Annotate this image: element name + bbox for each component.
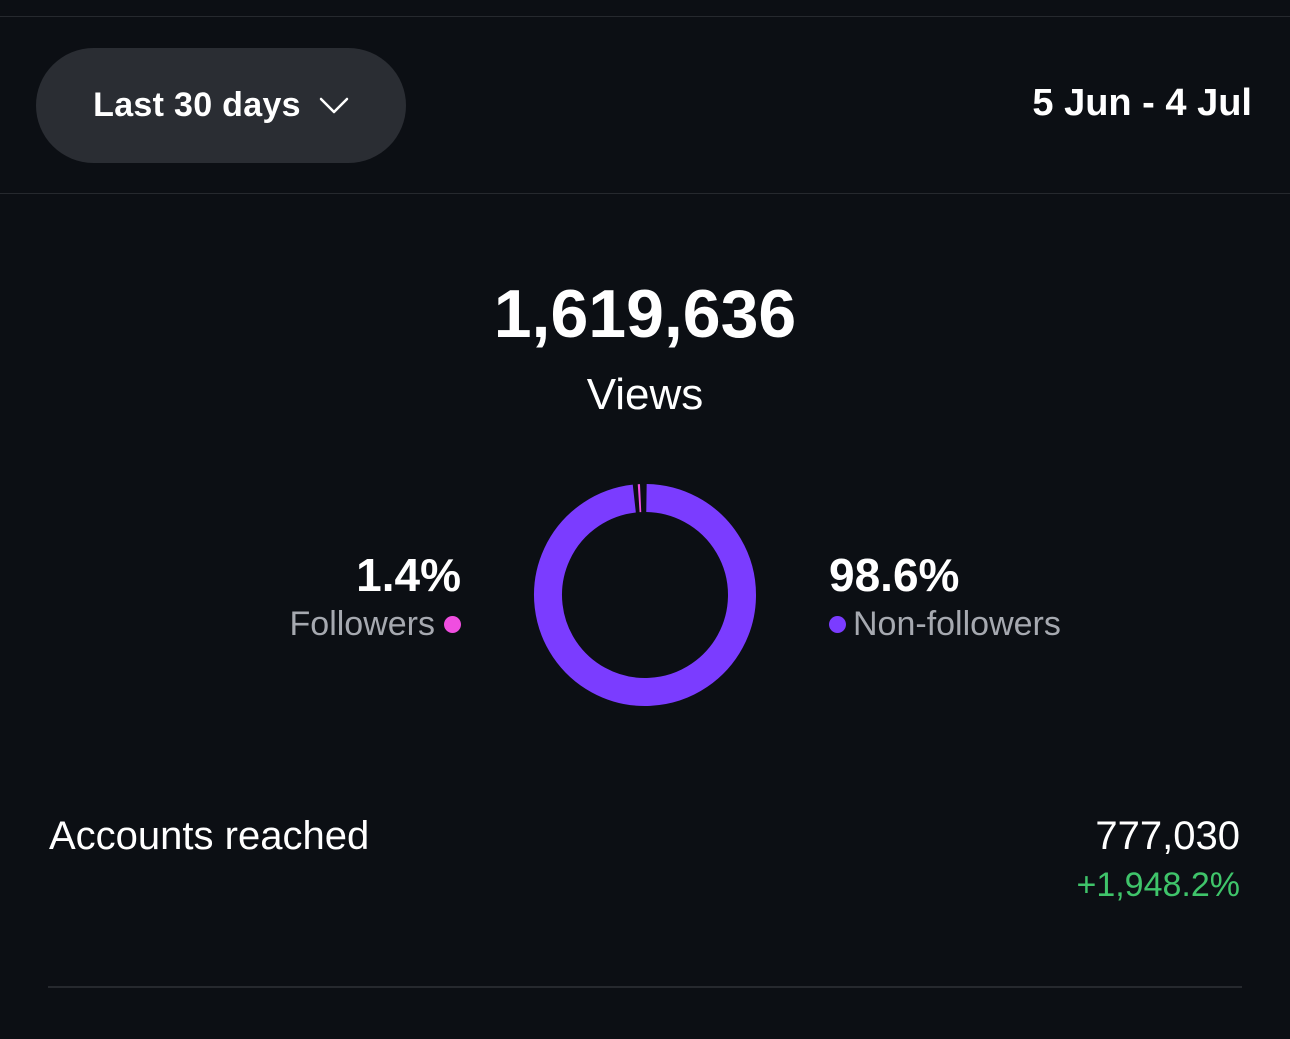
divider [0, 16, 1290, 17]
date-range-text: 5 Jun - 4 Jul [1032, 82, 1252, 124]
chevron-down-icon [319, 97, 349, 113]
non-followers-dot-icon [829, 616, 846, 633]
date-range-dropdown[interactable]: Last 30 days [36, 48, 406, 163]
date-range-label: Last 30 days [93, 86, 301, 124]
accounts-reached-value: 777,030 [1095, 814, 1240, 858]
donut-slice-non-followers [534, 484, 756, 706]
followers-legend: Followers [290, 605, 461, 644]
divider [48, 986, 1242, 988]
divider [0, 193, 1290, 194]
views-label: Views [586, 370, 704, 419]
accounts-reached-change: +1,948.2% [1076, 866, 1240, 904]
followers-label: Followers [289, 605, 435, 643]
non-followers-percent: 98.6% [829, 549, 960, 601]
views-total: 1,619,636 [493, 276, 797, 352]
followers-percent: 1.4% [356, 549, 461, 601]
accounts-reached-label: Accounts reached [49, 814, 370, 858]
non-followers-label: Non-followers [853, 605, 1061, 643]
followers-dot-icon [444, 616, 461, 633]
non-followers-legend: Non-followers [829, 605, 1061, 644]
views-donut-chart [534, 484, 756, 706]
